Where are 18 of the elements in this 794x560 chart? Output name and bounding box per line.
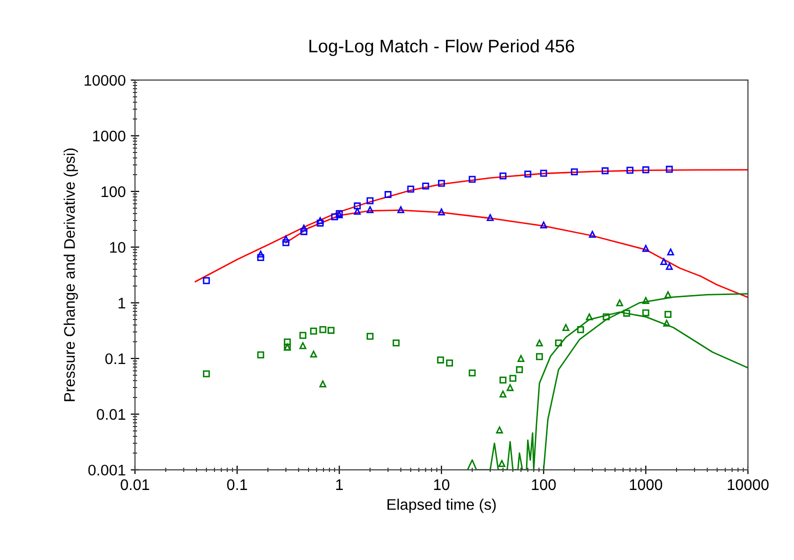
x-tick-label: 1000 — [630, 479, 662, 490]
x-tick-label: 10 — [434, 479, 450, 490]
y-tick-label: 1000 — [93, 130, 126, 142]
y-tick-label: 10 — [110, 242, 126, 253]
y-axis-title: Pressure Change and Derivative (psi) — [64, 148, 78, 402]
x-tick-label: 10000 — [728, 479, 769, 490]
x-tick-label: 100 — [532, 479, 556, 490]
x-tick-label: 0.1 — [227, 479, 248, 490]
y-tick-label: 0.1 — [105, 353, 126, 364]
x-tick-label: 1 — [336, 479, 343, 490]
y-tick-label: 10000 — [84, 74, 126, 86]
y-tick-label: 0.001 — [88, 464, 126, 476]
x-axis-title: Elapsed time (s) — [388, 498, 496, 513]
chart-title: Log-Log Match - Flow Period 456 — [309, 39, 574, 56]
y-tick-label: 1 — [118, 298, 126, 308]
x-tick-label: 0.01 — [120, 479, 150, 490]
y-tick-label: 0.01 — [96, 409, 126, 420]
y-tick-label: 100 — [102, 186, 126, 198]
